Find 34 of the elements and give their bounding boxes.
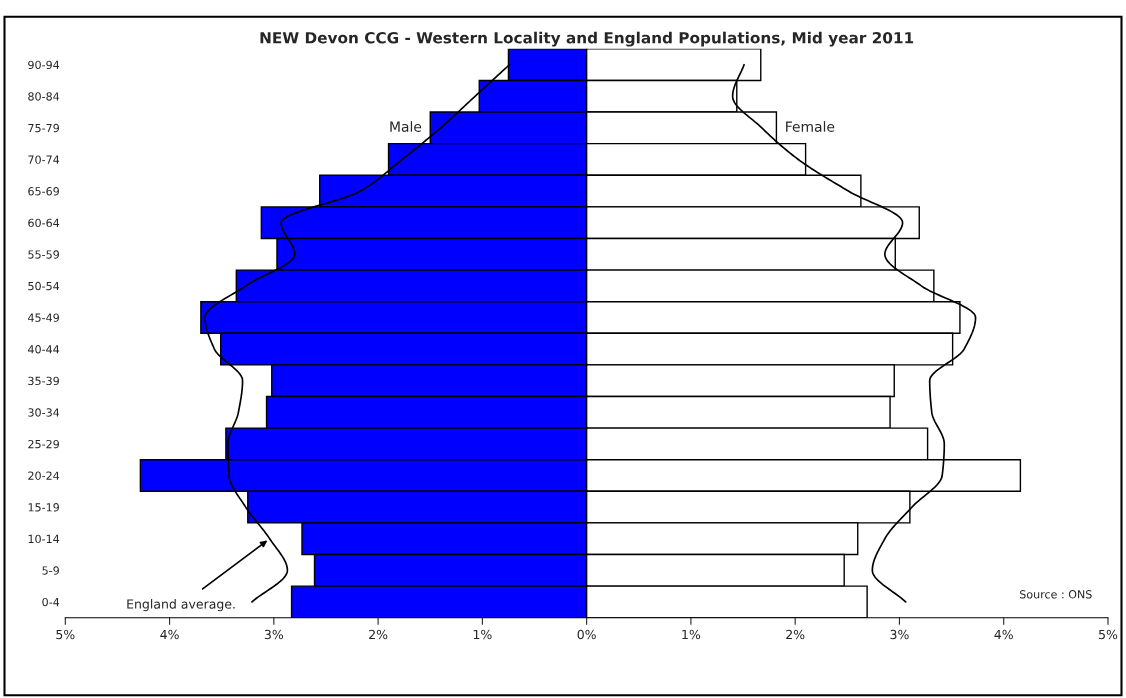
series-label: Male (390, 121, 422, 132)
y-tick-label: 70-74 (28, 155, 60, 164)
y-tick-label: 30-34 (28, 408, 60, 417)
y-tick-label: 5-9 (42, 566, 59, 575)
x-tick-label: 4% (994, 629, 1013, 640)
y-tick-label: 45-49 (28, 313, 59, 322)
y-tick-label: 60-64 (28, 218, 60, 228)
x-tick-label: 5% (56, 629, 75, 640)
y-tick-label: 90-94 (28, 60, 60, 70)
x-tick-label: 5% (1099, 629, 1118, 640)
y-tick-label: 10-14 (28, 534, 60, 544)
x-tick-label: 1% (473, 629, 492, 640)
y-tick-label: 50-54 (28, 281, 60, 291)
x-tick-label: 3% (890, 629, 909, 640)
y-tick-label: 35-39 (28, 376, 59, 386)
annotation: England average. (127, 599, 235, 612)
y-tick-label: 15-19 (28, 503, 59, 512)
y-tick-label: 20-24 (28, 471, 60, 480)
y-tick-label: 25-29 (28, 439, 59, 449)
y-tick-label: 40-44 (28, 345, 60, 354)
x-tick-label: 2% (369, 629, 388, 640)
x-tick-label: 0% (577, 629, 596, 640)
y-tick-label: 75-79 (28, 123, 59, 133)
series-label: Female (786, 121, 835, 132)
x-tick-label: 2% (786, 629, 805, 640)
y-tick-label: 0-4 (42, 597, 60, 607)
x-tick-label: 3% (264, 629, 284, 640)
annotation: Source : ONS (1020, 590, 1092, 599)
y-tick-label: 65-69 (28, 187, 59, 196)
x-tick-label: 4% (160, 629, 179, 640)
y-tick-label: 80-84 (28, 92, 60, 101)
chart-title: NEW Devon CCG - Western Locality and England Populations, Mid year 2011 (260, 31, 914, 47)
x-tick-label: 1% (682, 629, 701, 640)
y-tick-label: 55-59 (28, 250, 59, 259)
